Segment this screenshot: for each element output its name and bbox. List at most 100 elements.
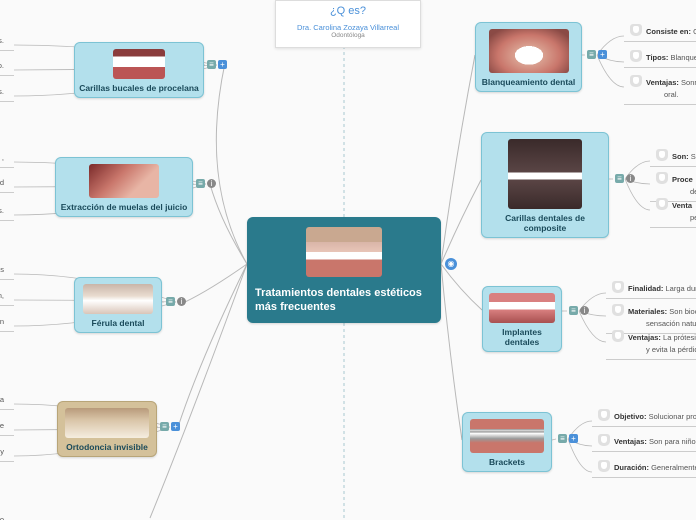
- node-label: Ortodoncia invisible: [62, 442, 152, 452]
- leaf-extraccion-1[interactable]: a salud: [0, 173, 10, 193]
- leaf-text: dos en la: [0, 395, 4, 404]
- node-carillas-porcelana[interactable]: Carillas bucales de procelana: [74, 42, 204, 98]
- leaf-implantes-2[interactable]: Ventajas: La prótesiy evita la pérdida ó…: [610, 328, 696, 360]
- leaf-text: que: [0, 421, 4, 430]
- leaf-carillas-porcelana-0[interactable]: a en los dientes.: [0, 31, 10, 51]
- leaf-text: Generalmente 1: [649, 463, 696, 472]
- leaf-extraccion-0[interactable]: ,: [0, 148, 10, 168]
- leaf-implantes-0[interactable]: Finalidad: Larga dura: [610, 279, 696, 299]
- plus-icon[interactable]: +: [171, 422, 180, 431]
- node-image: [83, 284, 153, 314]
- node-label: Blanqueamiento dental: [480, 77, 577, 87]
- node-carillas-composite[interactable]: Carillas dentales de composite: [481, 132, 609, 238]
- leaf-text2: y evita la pérdida ósea: [628, 345, 696, 354]
- node-image: [508, 139, 582, 209]
- tooth-icon: [630, 50, 642, 62]
- lines-icon[interactable]: ≡: [615, 174, 624, 183]
- plus-icon[interactable]: +: [218, 60, 227, 69]
- leaf-text: ,: [2, 153, 4, 162]
- leaf-carillas-composite-0[interactable]: Son: Son: [654, 147, 696, 167]
- node-image: [65, 408, 149, 438]
- info-icon[interactable]: i: [626, 174, 635, 183]
- info-icon[interactable]: i: [580, 306, 589, 315]
- leaf-strong: Finalidad:: [628, 284, 663, 293]
- lines-icon[interactable]: ≡: [207, 60, 216, 69]
- leaf-extra-bottom-0[interactable]: ir daño: [0, 510, 10, 520]
- badge-brackets[interactable]: ≡+: [558, 434, 578, 443]
- leaf-text: Son bioc: [667, 307, 696, 316]
- leaf-text: atural y estético.: [0, 61, 4, 70]
- tooth-icon: [656, 198, 668, 210]
- leaf-brackets-1[interactable]: Ventajas: Son para niños y: [596, 432, 696, 452]
- leaf-text2: oral.: [646, 90, 679, 99]
- info-icon[interactable]: i: [207, 179, 216, 188]
- leaf-ferula-1[interactable]: estabilización,: [0, 286, 10, 306]
- leaf-ortodoncia-0[interactable]: dos en la: [0, 390, 10, 410]
- plus-icon[interactable]: +: [598, 50, 607, 59]
- leaf-ortodoncia-2[interactable]: a dientes y: [0, 442, 10, 462]
- leaf-strong: Venta: [672, 201, 692, 210]
- top-card-name: Dra. Carolina Zozaya Villarreal: [280, 23, 416, 32]
- badge-ferula[interactable]: ≡i: [166, 297, 186, 306]
- node-blanqueamiento[interactable]: Blanqueamiento dental: [475, 22, 582, 92]
- leaf-blanqueamiento-1[interactable]: Tipos: Blanquea: [628, 48, 696, 68]
- badge-carillas-composite[interactable]: ≡i: [615, 174, 635, 183]
- leaf-ortodoncia-1[interactable]: que: [0, 416, 10, 436]
- node-extraccion[interactable]: Extracción de muelas del juicio: [55, 157, 193, 217]
- badge-ortodoncia[interactable]: ≡+: [160, 422, 180, 431]
- leaf-brackets-0[interactable]: Objetivo: Solucionar probl: [596, 407, 696, 427]
- tooth-icon: [598, 434, 610, 446]
- world-icon[interactable]: ◉: [445, 258, 457, 270]
- leaf-text: Qui: [691, 27, 696, 36]
- leaf-strong: Materiales:: [628, 307, 667, 316]
- leaf-text: Son: [689, 152, 696, 161]
- center-node[interactable]: Tratamientos dentales estéticos más frec…: [247, 217, 441, 323]
- plus-icon[interactable]: +: [569, 434, 578, 443]
- node-label: Extracción de muelas del juicio: [60, 202, 188, 212]
- leaf-carillas-porcelana-1[interactable]: atural y estético.: [0, 56, 10, 76]
- tooth-icon: [612, 304, 624, 316]
- center-node-title: Tratamientos dentales estéticos más frec…: [253, 287, 435, 317]
- node-ortodoncia[interactable]: Ortodoncia invisible: [57, 401, 157, 457]
- top-card-sub: Odontóloga: [280, 32, 416, 39]
- node-image: [489, 29, 569, 73]
- leaf-carillas-composite-2[interactable]: Venta perfec: [654, 196, 696, 228]
- tooth-icon: [630, 24, 642, 36]
- lines-icon[interactable]: ≡: [587, 50, 596, 59]
- node-brackets[interactable]: Brackets: [462, 412, 552, 472]
- leaf-extraccion-2[interactable]: cimientos.: [0, 201, 10, 221]
- leaf-carillas-porcelana-2[interactable]: al de los dientes.: [0, 82, 10, 102]
- lines-icon[interactable]: ≡: [160, 422, 169, 431]
- leaf-text: Solucionar probl: [647, 412, 696, 421]
- leaf-text: Larga dura: [663, 284, 696, 293]
- lines-icon[interactable]: ≡: [196, 179, 205, 188]
- lines-icon[interactable]: ≡: [166, 297, 175, 306]
- leaf-text2: perfec: [672, 213, 696, 222]
- node-implantes[interactable]: Implantes dentales: [482, 286, 562, 352]
- badge-extraccion[interactable]: ≡i: [196, 179, 216, 188]
- leaf-blanqueamiento-2[interactable]: Ventajas: Sonrioral.: [628, 73, 696, 105]
- leaf-text: Sonri: [679, 78, 696, 87]
- node-label: Férula dental: [79, 318, 157, 328]
- node-ferula[interactable]: Férula dental: [74, 277, 162, 333]
- top-card-question: ¿Q es?: [280, 5, 416, 17]
- leaf-text: a en los dientes.: [0, 36, 4, 45]
- leaf-strong: Consiste en:: [646, 27, 691, 36]
- node-image: [113, 49, 165, 79]
- leaf-ferula-2[interactable]: a y normalizan: [0, 312, 10, 332]
- leaf-text2: denta: [672, 187, 696, 196]
- leaf-blanqueamiento-0[interactable]: Consiste en: Qui: [628, 22, 696, 42]
- badge-implantes[interactable]: ≡i: [569, 306, 589, 315]
- leaf-brackets-2[interactable]: Duración: Generalmente 1: [596, 458, 696, 478]
- node-label: Implantes dentales: [487, 327, 557, 347]
- lines-icon[interactable]: ≡: [569, 306, 578, 315]
- badge-carillas-porcelana[interactable]: ≡+: [207, 60, 227, 69]
- badge-blanqueamiento[interactable]: ≡+: [587, 50, 607, 59]
- leaf-text: Blanquea: [668, 53, 696, 62]
- tooth-icon: [598, 460, 610, 472]
- leaf-text: al de los dientes.: [0, 87, 4, 96]
- tooth-icon: [630, 75, 642, 87]
- lines-icon[interactable]: ≡: [558, 434, 567, 443]
- info-icon[interactable]: i: [177, 297, 186, 306]
- leaf-ferula-0[interactable]: eger los: [0, 260, 10, 280]
